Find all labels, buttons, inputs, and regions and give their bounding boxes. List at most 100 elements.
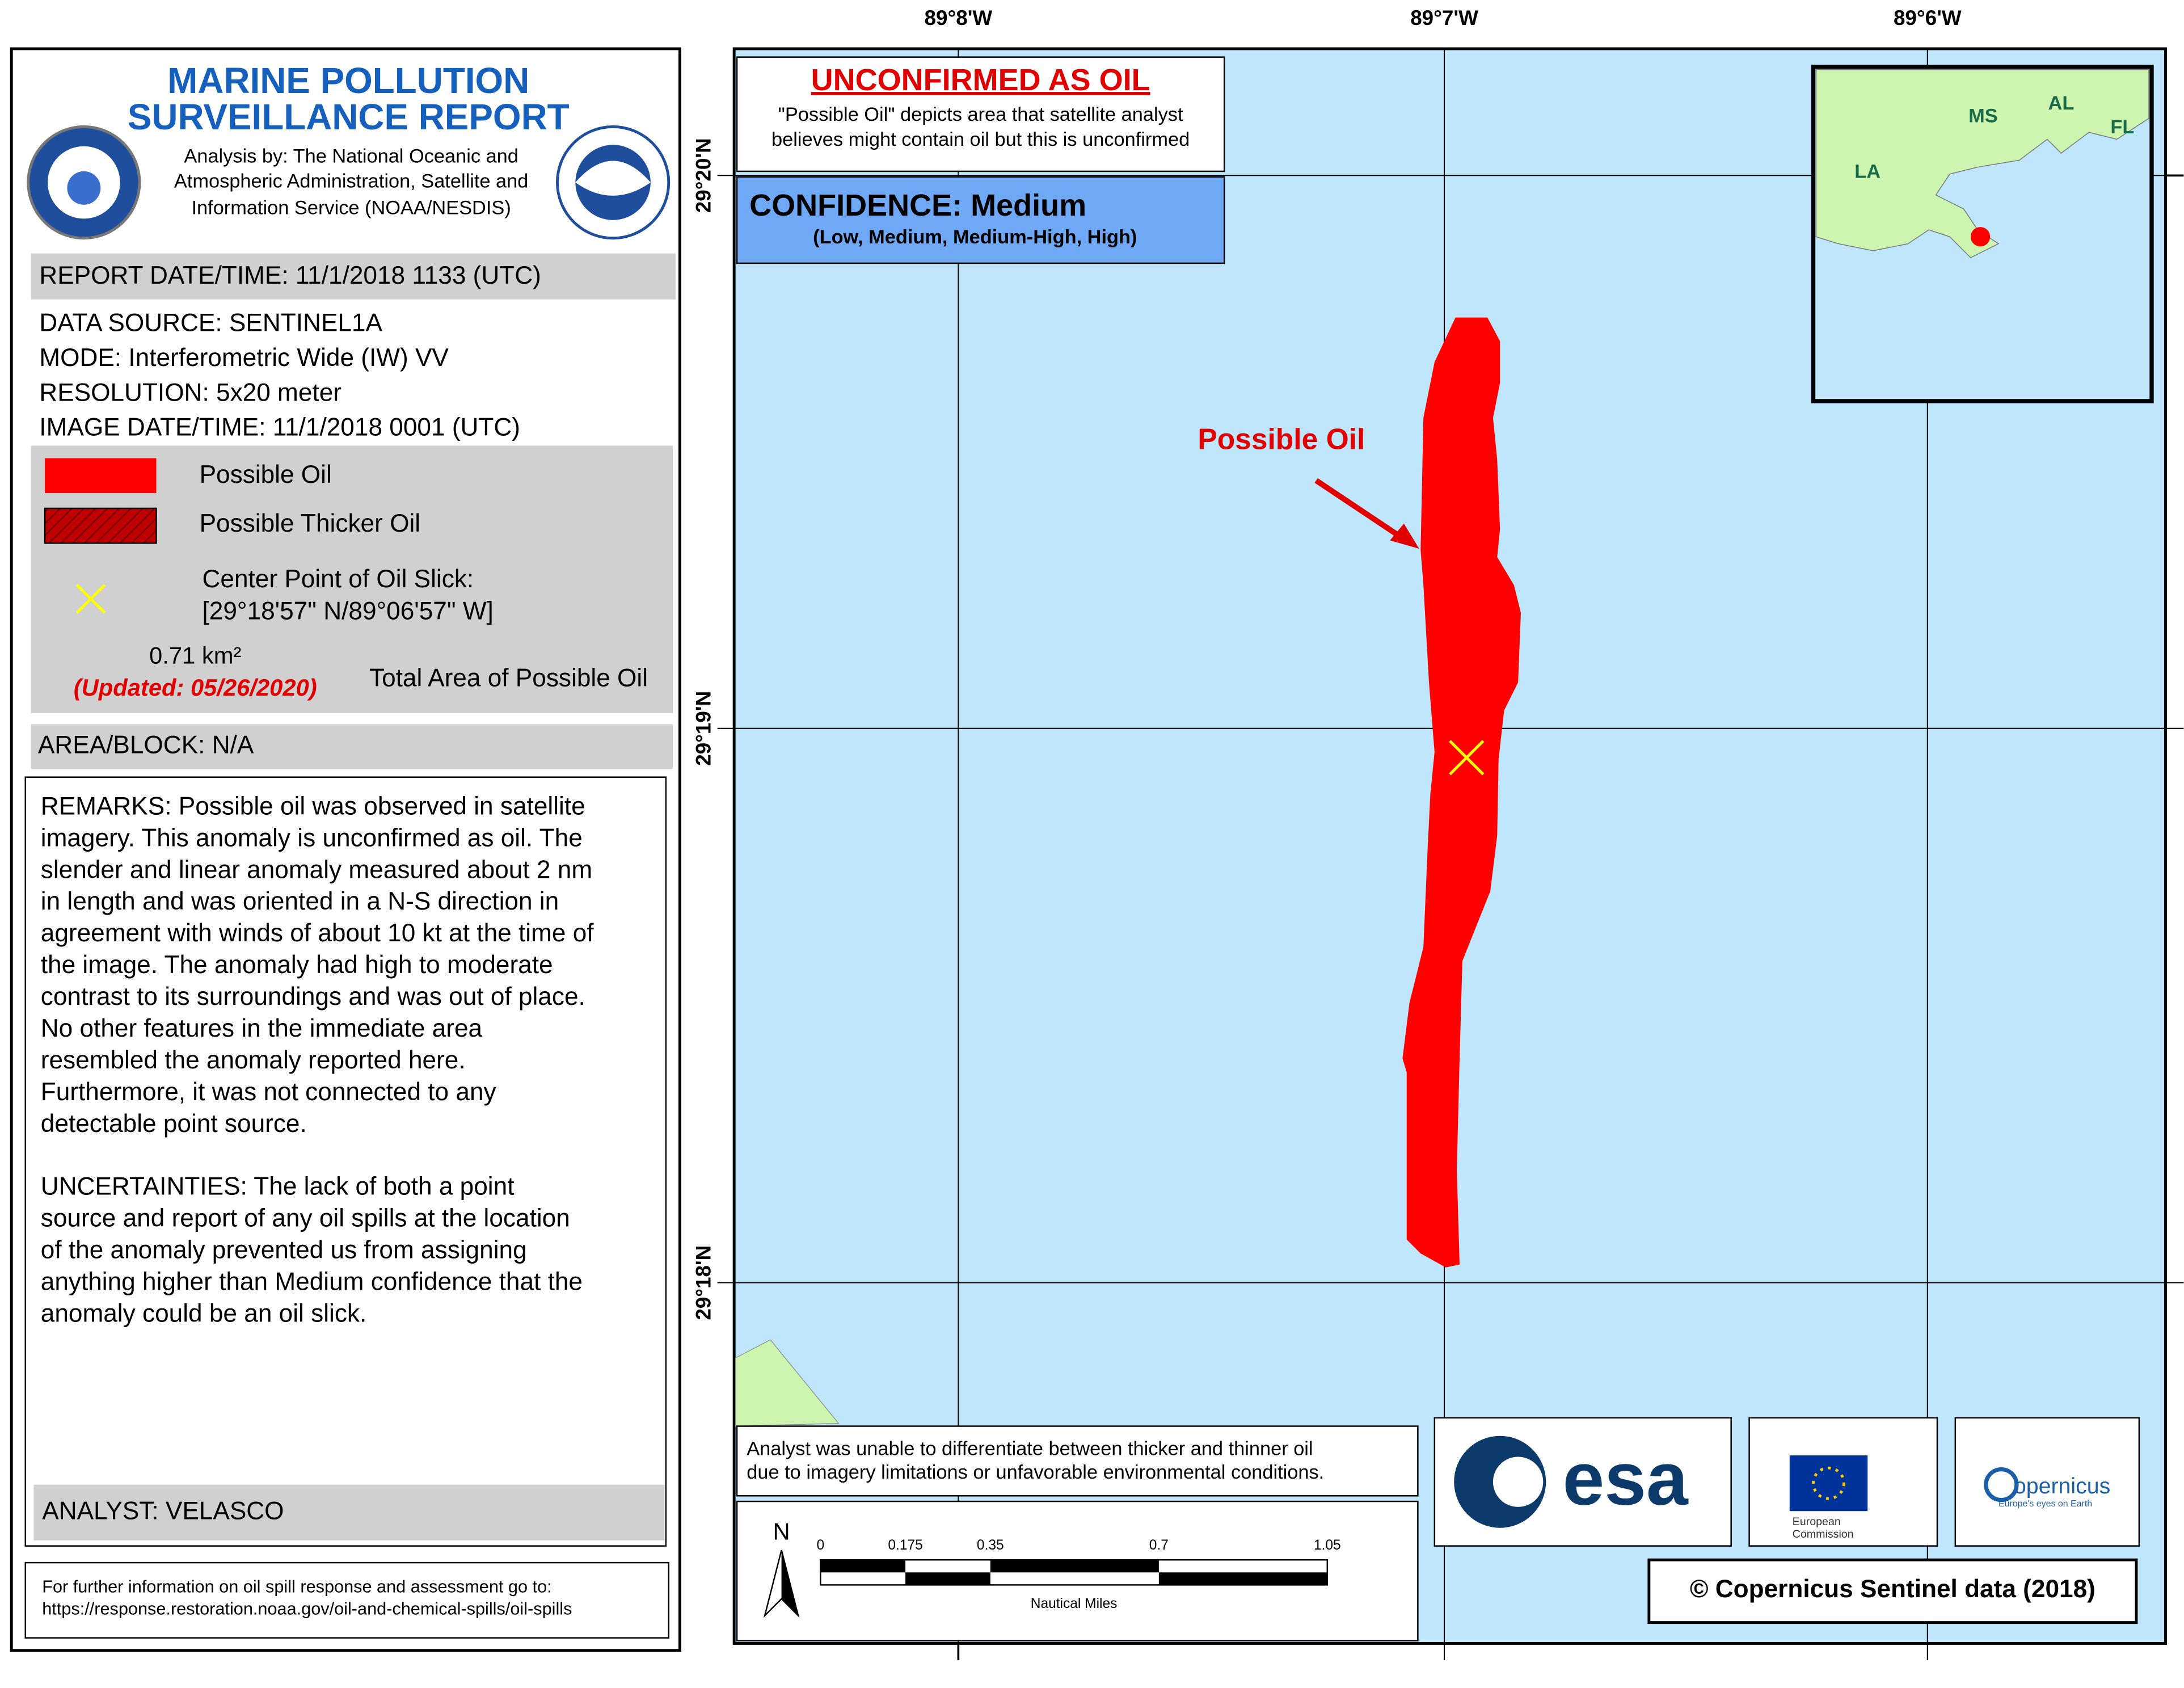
- credit-box: [1647, 1558, 2138, 1624]
- scale-segment: [820, 1560, 906, 1573]
- lon-label: 89°8'W: [925, 6, 993, 30]
- lat-label: 29°20'N: [692, 138, 715, 213]
- copernicus-c: [1984, 1467, 2019, 1502]
- status-box: [736, 56, 1225, 172]
- scale-label: 0.7: [1149, 1538, 1169, 1553]
- footer-box: [24, 1561, 670, 1639]
- detail: MODE: Interferometric Wide (IW) VV: [39, 344, 449, 372]
- scale-segment: [990, 1560, 1159, 1573]
- area-value: 0.71 km²: [149, 642, 241, 669]
- esa-wordmark: esa: [1563, 1437, 1689, 1521]
- land: [735, 1339, 840, 1427]
- remarks-line: the image. The anomaly had high to moder…: [41, 951, 553, 979]
- remarks-line: slender and linear anomaly measured abou…: [41, 856, 592, 883]
- state-label: LA: [1854, 161, 1881, 182]
- detail: IMAGE DATE/TIME: 11/1/2018 0001 (UTC): [39, 414, 520, 441]
- confidence-box: [736, 176, 1225, 264]
- remarks-box: [24, 776, 667, 1547]
- scale-label: 0.175: [888, 1538, 922, 1553]
- eu-stars: [1812, 1466, 1845, 1500]
- uncertainties-line: source and report of any oil spills at t…: [41, 1204, 570, 1232]
- legend-label: [29°18'57" N/89°06'57" W]: [202, 597, 493, 625]
- copernicus-tagline: Europe's eyes on Earth: [1999, 1499, 2092, 1509]
- noaa-gull: [575, 161, 651, 196]
- scale-label: 0.35: [977, 1538, 1004, 1553]
- state-label: MS: [1968, 105, 1998, 127]
- oil-slick: [1402, 317, 1521, 1268]
- doc-seal-shield: [67, 171, 101, 205]
- state-label: FL: [2110, 116, 2134, 138]
- center-marker: [1449, 740, 1485, 776]
- scale-segment: [1158, 1572, 1327, 1585]
- area-block: AREA/BLOCK: N/A: [38, 731, 254, 759]
- report-datetime: REPORT DATE/TIME: 11/1/2018 1133 (UTC): [39, 262, 541, 289]
- status: UNCONFIRMED AS OIL: [811, 63, 1150, 97]
- confidence: CONFIDENCE: Medium: [749, 188, 1086, 222]
- analyst: ANALYST: VELASCO: [42, 1497, 284, 1525]
- scale-segment: [905, 1572, 990, 1585]
- area-block-box: [31, 724, 673, 769]
- uncertainties-line: UNCERTAINTIES: The lack of both a point: [41, 1172, 515, 1200]
- lon-label: 89°7'W: [1410, 6, 1478, 30]
- annotation-arrow: [1314, 478, 1406, 542]
- analysis-text: Atmospheric Administration, Satellite an…: [174, 171, 529, 192]
- analyst-box: [33, 1484, 665, 1540]
- remarks-line: contrast to its surroundings and was out…: [41, 983, 585, 1011]
- annotation-arrowhead: [1390, 523, 1419, 549]
- remarks: REMARKS: Possible oil was observed in sa…: [41, 792, 595, 1327]
- inset-location: [1970, 227, 1991, 247]
- remarks-line: in length and was oriented in a N-S dire…: [41, 887, 559, 915]
- report-date-box: [31, 253, 676, 300]
- ec-text: European: [1793, 1516, 1841, 1528]
- analyst-note: due to imagery limitations or unfavorabl…: [747, 1462, 1324, 1483]
- area-updated: (Updated: 05/26/2020): [74, 674, 317, 701]
- uncertainties-line: of the anomaly prevented us from assigni…: [41, 1236, 527, 1264]
- legend-label: Center Point of Oil Slick:: [202, 565, 474, 593]
- lat-label: 29°19'N: [692, 691, 715, 766]
- confidence-scale: (Low, Medium, Medium-High, High): [813, 226, 1137, 248]
- north-label: N: [773, 1518, 790, 1545]
- state-label: AL: [2048, 92, 2075, 114]
- esa-emblem-cut: [1492, 1457, 1544, 1507]
- scale-unit: Nautical Miles: [1031, 1596, 1118, 1611]
- detail: RESOLUTION: 5x20 meter: [39, 378, 341, 406]
- scale-label: 0: [817, 1538, 825, 1553]
- remarks-line: REMARKS: Possible oil was observed in sa…: [41, 792, 585, 820]
- remarks-line: imagery. This anomaly is unconfirmed as …: [41, 824, 583, 852]
- detail: DATA SOURCE: SENTINEL1A: [39, 309, 382, 337]
- remarks-line: detectable point source.: [41, 1110, 307, 1138]
- ec-text: Commission: [1793, 1528, 1854, 1540]
- remarks-line: No other features in the immediate area: [41, 1015, 483, 1042]
- inset-land: [1815, 69, 2149, 259]
- area-label: Total Area of Possible Oil: [369, 664, 648, 692]
- title: SURVEILLANCE REPORT: [128, 96, 570, 137]
- footer-text: https://response.restoration.noaa.gov/oi…: [42, 1599, 572, 1619]
- copernicus-wordmark: opernicus: [2014, 1474, 2110, 1498]
- legend-swatch-oil: [45, 458, 157, 493]
- legend-swatch-thick: [44, 507, 157, 544]
- lat-label: 29°18'N: [692, 1245, 715, 1320]
- legend-label: Possible Oil: [200, 461, 332, 489]
- annotation: Possible Oil: [1198, 423, 1365, 456]
- title: MARINE POLLUTION: [167, 60, 529, 101]
- status-note: believes might contain oil but this is u…: [771, 129, 1190, 150]
- status-note: "Possible Oil" depicts area that satelli…: [778, 104, 1183, 125]
- analysis-text: Information Service (NOAA/NESDIS): [192, 197, 511, 218]
- footer-text: For further information on oil spill res…: [42, 1576, 551, 1596]
- lon-label: 89°6'W: [1894, 6, 1962, 30]
- uncertainties-line: anything higher than Medium confidence t…: [41, 1268, 583, 1295]
- credit: © Copernicus Sentinel data (2018): [1690, 1575, 2096, 1603]
- legend-center-marker: [75, 584, 106, 614]
- north-arrow-half: [781, 1550, 799, 1616]
- remarks-line: Furthermore, it was not connected to any: [41, 1078, 496, 1106]
- uncertainties-line: anomaly could be an oil slick.: [41, 1299, 367, 1327]
- analyst-note: Analyst was unable to differentiate betw…: [747, 1438, 1313, 1459]
- remarks-line: agreement with winds of about 10 kt at t…: [41, 919, 595, 947]
- analyst-note-box: [736, 1425, 1419, 1497]
- scale-label: 1.05: [1314, 1538, 1341, 1553]
- analysis-text: Analysis by: The National Oceanic and: [184, 145, 518, 167]
- eu-flag: [1789, 1455, 1868, 1512]
- legend-label: Possible Thicker Oil: [200, 510, 421, 537]
